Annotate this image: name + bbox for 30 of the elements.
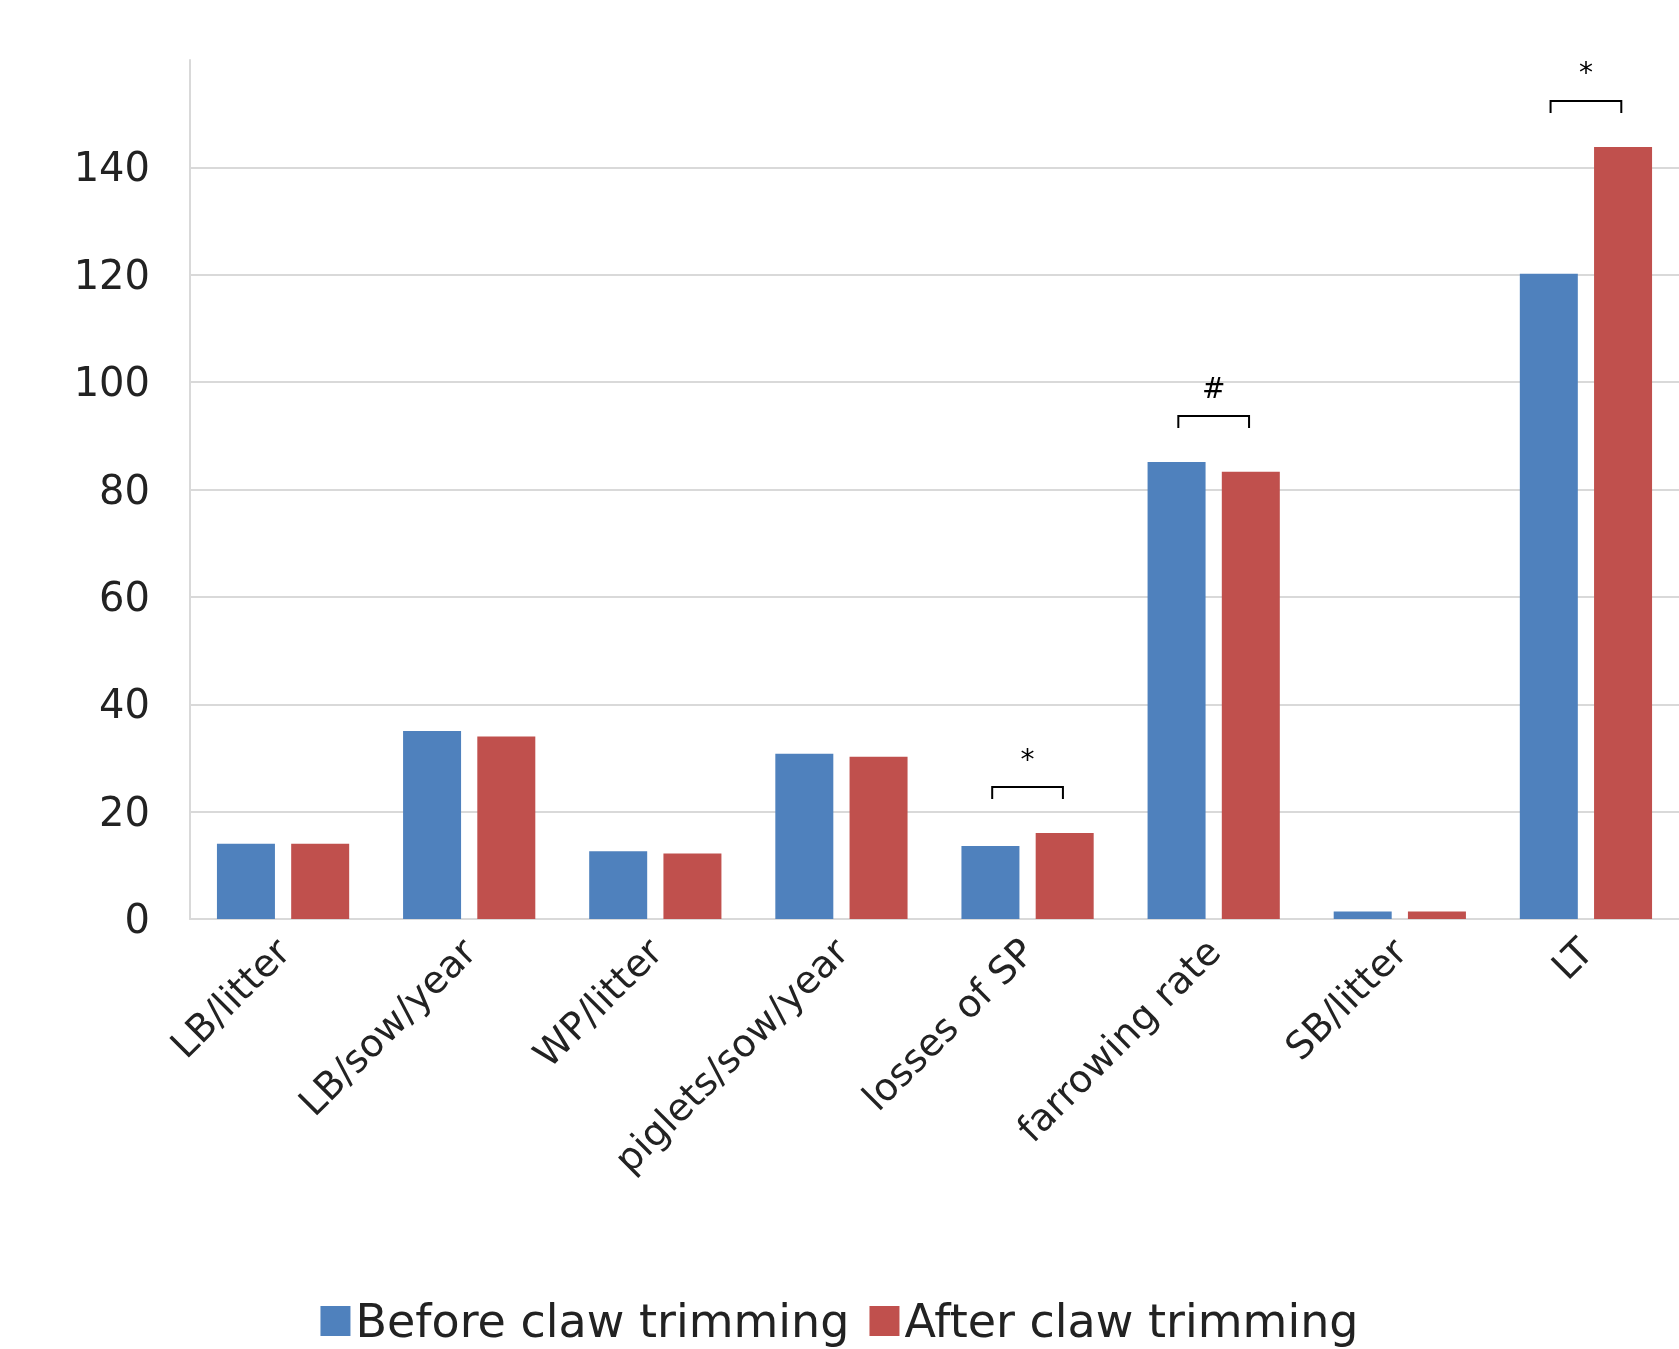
- y-tick-label: 40: [99, 681, 150, 728]
- y-tick-label: 140: [73, 144, 150, 191]
- bar: [775, 753, 834, 919]
- bar: [1519, 273, 1578, 919]
- bar: [589, 851, 648, 919]
- bar: [1221, 471, 1280, 919]
- annotation: *: [1020, 742, 1035, 776]
- bar: [663, 853, 722, 919]
- y-tick-label: 80: [99, 466, 150, 513]
- bar: [216, 843, 275, 919]
- bar: [291, 843, 350, 919]
- bar: [477, 736, 536, 919]
- bar: [961, 845, 1020, 919]
- bar: [1147, 462, 1206, 919]
- bar: [1035, 833, 1094, 919]
- y-tick-label: 100: [73, 359, 150, 406]
- bar: [849, 756, 908, 919]
- legend-label: After claw trimming: [904, 1294, 1359, 1348]
- legend-label: Before claw trimming: [355, 1294, 850, 1348]
- bar: [1594, 146, 1653, 919]
- annotation: *: [1578, 56, 1593, 90]
- y-tick-label: 20: [99, 788, 150, 835]
- y-tick-label: 0: [124, 896, 150, 942]
- bar: [1333, 911, 1392, 919]
- y-tick-label: 120: [73, 251, 150, 298]
- x-tick-label: LT: [1542, 928, 1603, 989]
- annotation: #: [1201, 371, 1226, 405]
- y-tick-label: 60: [99, 573, 150, 620]
- bar: [403, 731, 462, 919]
- bar: [1407, 911, 1466, 919]
